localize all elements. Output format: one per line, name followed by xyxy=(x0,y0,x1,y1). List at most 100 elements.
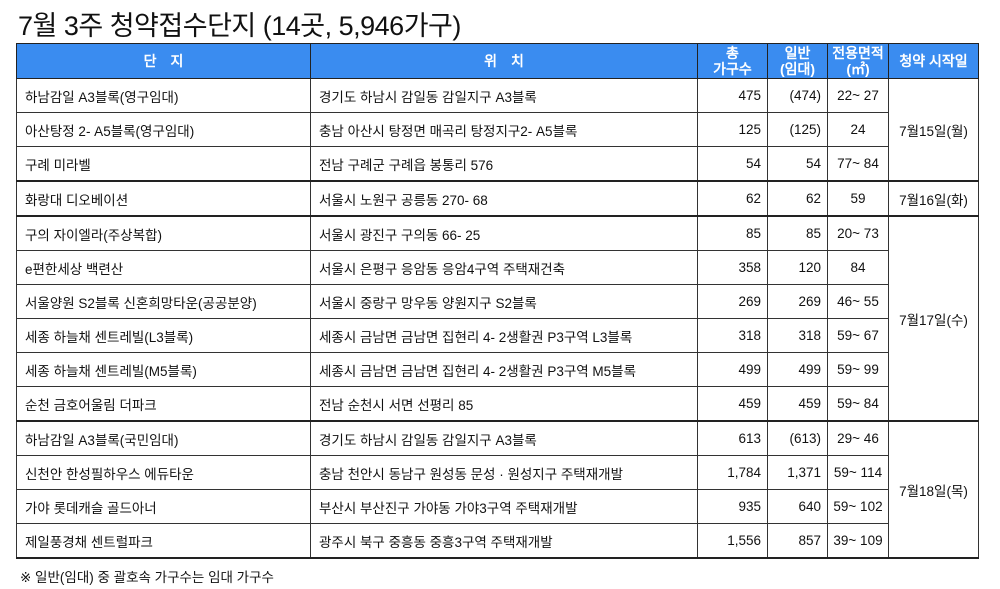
header-general: 일반 (임대) xyxy=(767,43,828,79)
general-households-cell: 318 xyxy=(767,318,828,353)
subscription-table: 단 지 위 치 총 가구수 일반 (임대) 전용면적 (㎡) 청약 시작일 하남감일 … xyxy=(16,43,979,559)
header-location: 위 치 xyxy=(310,43,698,79)
table-row: e편한세상 백련산 서울시 은평구 응암동 응암4구역 주택재건축 358 120 84 xyxy=(16,250,979,285)
total-households-cell: 613 xyxy=(697,420,768,456)
general-households-cell: 85 xyxy=(767,215,828,251)
total-households-cell: 125 xyxy=(697,112,768,147)
general-households-cell: 459 xyxy=(767,386,828,422)
total-households-cell: 1,556 xyxy=(697,523,768,559)
complex-cell: 하남감일 A3블록(영구임대) xyxy=(16,78,311,113)
table-row: 하남감일 A3블록(국민임대) 경기도 하남시 감일동 감일지구 A3블록 613(… xyxy=(16,420,979,559)
header-area-line1: 전용면적 xyxy=(832,45,884,61)
complex-cell: 세종 하늘채 센트레빌(L3블록) xyxy=(16,318,311,353)
table-row: 하남감일 A3블록(영구임대) 경기도 하남시 감일동 감일지구 A3블록 475(… xyxy=(16,78,979,182)
general-households-cell: 857 xyxy=(767,523,828,559)
header-area-line2: (㎡) xyxy=(846,61,870,77)
location-cell: 전남 순천시 서면 선평리 85 xyxy=(310,386,698,422)
complex-cell: 신천안 한성필하우스 에듀타운 xyxy=(16,455,311,490)
location-cell: 부산시 부산진구 가야동 가야3구역 주택재개발 xyxy=(310,489,698,524)
header-total-line2: 가구수 xyxy=(713,61,752,77)
complex-cell: 아산탕정 2- A5블록(영구임대) xyxy=(16,112,311,147)
complex-cell: 서울양원 S2블록 신혼희망타운(공공분양) xyxy=(16,284,311,319)
complex-cell: 가야 롯데캐슬 골드아너 xyxy=(16,489,311,524)
table-row: 제일풍경채 센트럴파크 광주시 북구 중흥동 중흥3구역 주택재개발 1,556 85… xyxy=(16,523,979,559)
table-row: 구례 미라벨 전남 구례군 구례읍 봉통리 576 54 54 77~ 84 xyxy=(16,146,979,182)
complex-cell: 화랑대 디오베이션 xyxy=(16,180,311,217)
footnote: ※ 일반(임대) 중 괄호속 가구수는 임대 가구수 xyxy=(20,570,274,585)
total-households-cell: 269 xyxy=(697,284,768,319)
area-cell: 22~ 27 xyxy=(827,78,889,113)
complex-cell: 구의 자이엘라(주상복합) xyxy=(16,215,311,251)
area-cell: 59~ 67 xyxy=(827,318,889,353)
general-households-cell: 62 xyxy=(767,180,828,217)
general-households-cell: 499 xyxy=(767,352,828,387)
location-cell: 충남 아산시 탕정면 매곡리 탕정지구2- A5블록 xyxy=(310,112,698,147)
table-row: 화랑대 디오베이션 서울시 노원구 공릉동 270- 68 62 62 59 7월16일(… xyxy=(16,180,979,217)
general-households-cell: (474) xyxy=(767,78,828,113)
area-cell: 59~ 102 xyxy=(827,489,889,524)
start-date-cell: 7월16일(화) xyxy=(888,180,979,217)
table-row: 순천 금호어울림 더파크 전남 순천시 서면 선평리 85 459 459 59~ 84 xyxy=(16,386,979,422)
header-start-date: 청약 시작일 xyxy=(888,43,979,79)
location-cell: 전남 구례군 구례읍 봉통리 576 xyxy=(310,146,698,182)
complex-cell: 세종 하늘채 센트레빌(M5블록) xyxy=(16,352,311,387)
total-households-cell: 935 xyxy=(697,489,768,524)
complex-cell: 구례 미라벨 xyxy=(16,146,311,182)
total-households-cell: 459 xyxy=(697,386,768,422)
header-general-line1: 일반 xyxy=(784,45,811,61)
location-cell: 충남 천안시 동남구 원성동 문성 · 원성지구 주택재개발 xyxy=(310,455,698,490)
location-cell: 세종시 금남면 금남면 집현리 4- 2생활권 P3구역 M5블록 xyxy=(310,352,698,387)
page-title: 7월 3주 청약접수단지 (14곳, 5,946가구) xyxy=(18,11,461,41)
location-cell: 경기도 하남시 감일동 감일지구 A3블록 xyxy=(310,420,698,456)
complex-cell: 순천 금호어울림 더파크 xyxy=(16,386,311,422)
area-cell: 59 xyxy=(827,180,889,217)
header-complex: 단 지 xyxy=(16,43,311,79)
table-row: 구의 자이엘라(주상복합) 서울시 광진구 구의동 66- 25 85 85 20~ 7… xyxy=(16,215,979,422)
total-households-cell: 318 xyxy=(697,318,768,353)
table-row: 세종 하늘채 센트레빌(L3블록) 세종시 금남면 금남면 집현리 4- 2생활권… xyxy=(16,318,979,353)
start-date-cell: 7월18일(목) xyxy=(888,420,979,559)
total-households-cell: 62 xyxy=(697,180,768,217)
total-households-cell: 85 xyxy=(697,215,768,251)
location-cell: 서울시 광진구 구의동 66- 25 xyxy=(310,215,698,251)
general-households-cell: 269 xyxy=(767,284,828,319)
table-row: 서울양원 S2블록 신혼희망타운(공공분양) 서울시 중랑구 망우동 양원지구 S… xyxy=(16,284,979,319)
total-households-cell: 475 xyxy=(697,78,768,113)
area-cell: 20~ 73 xyxy=(827,215,889,251)
general-households-cell: 1,371 xyxy=(767,455,828,490)
table-header-row: 단 지 위 치 총 가구수 일반 (임대) 전용면적 (㎡) 청약 시작일 xyxy=(16,43,979,79)
location-cell: 세종시 금남면 금남면 집현리 4- 2생활권 P3구역 L3블록 xyxy=(310,318,698,353)
general-households-cell: (613) xyxy=(767,420,828,456)
general-households-cell: 120 xyxy=(767,250,828,285)
table-row: 가야 롯데캐슬 골드아너 부산시 부산진구 가야동 가야3구역 주택재개발 935 6… xyxy=(16,489,979,524)
complex-cell: e편한세상 백련산 xyxy=(16,250,311,285)
table-row: 아산탕정 2- A5블록(영구임대) 충남 아산시 탕정면 매곡리 탕정지구2- … xyxy=(16,112,979,147)
area-cell: 59~ 114 xyxy=(827,455,889,490)
area-cell: 59~ 99 xyxy=(827,352,889,387)
total-households-cell: 1,784 xyxy=(697,455,768,490)
header-area: 전용면적 (㎡) xyxy=(827,43,889,79)
location-cell: 경기도 하남시 감일동 감일지구 A3블록 xyxy=(310,78,698,113)
location-cell: 광주시 북구 중흥동 중흥3구역 주택재개발 xyxy=(310,523,698,559)
total-households-cell: 358 xyxy=(697,250,768,285)
complex-cell: 하남감일 A3블록(국민임대) xyxy=(16,420,311,456)
location-cell: 서울시 노원구 공릉동 270- 68 xyxy=(310,180,698,217)
header-total-households: 총 가구수 xyxy=(697,43,768,79)
start-date-cell: 7월15일(월) xyxy=(888,78,979,182)
header-general-line2: (임대) xyxy=(779,61,816,77)
total-households-cell: 499 xyxy=(697,352,768,387)
area-cell: 29~ 46 xyxy=(827,420,889,456)
area-cell: 84 xyxy=(827,250,889,285)
total-households-cell: 54 xyxy=(697,146,768,182)
start-date-cell: 7월17일(수) xyxy=(888,215,979,422)
table-row: 신천안 한성필하우스 에듀타운 충남 천안시 동남구 원성동 문성 · 원성지구 … xyxy=(16,455,979,490)
area-cell: 39~ 109 xyxy=(827,523,889,559)
area-cell: 77~ 84 xyxy=(827,146,889,182)
area-cell: 46~ 55 xyxy=(827,284,889,319)
general-households-cell: (125) xyxy=(767,112,828,147)
location-cell: 서울시 중랑구 망우동 양원지구 S2블록 xyxy=(310,284,698,319)
header-total-line1: 총 xyxy=(726,45,739,61)
area-cell: 59~ 84 xyxy=(827,386,889,422)
complex-cell: 제일풍경채 센트럴파크 xyxy=(16,523,311,559)
table-row: 세종 하늘채 센트레빌(M5블록) 세종시 금남면 금남면 집현리 4- 2생활권… xyxy=(16,352,979,387)
